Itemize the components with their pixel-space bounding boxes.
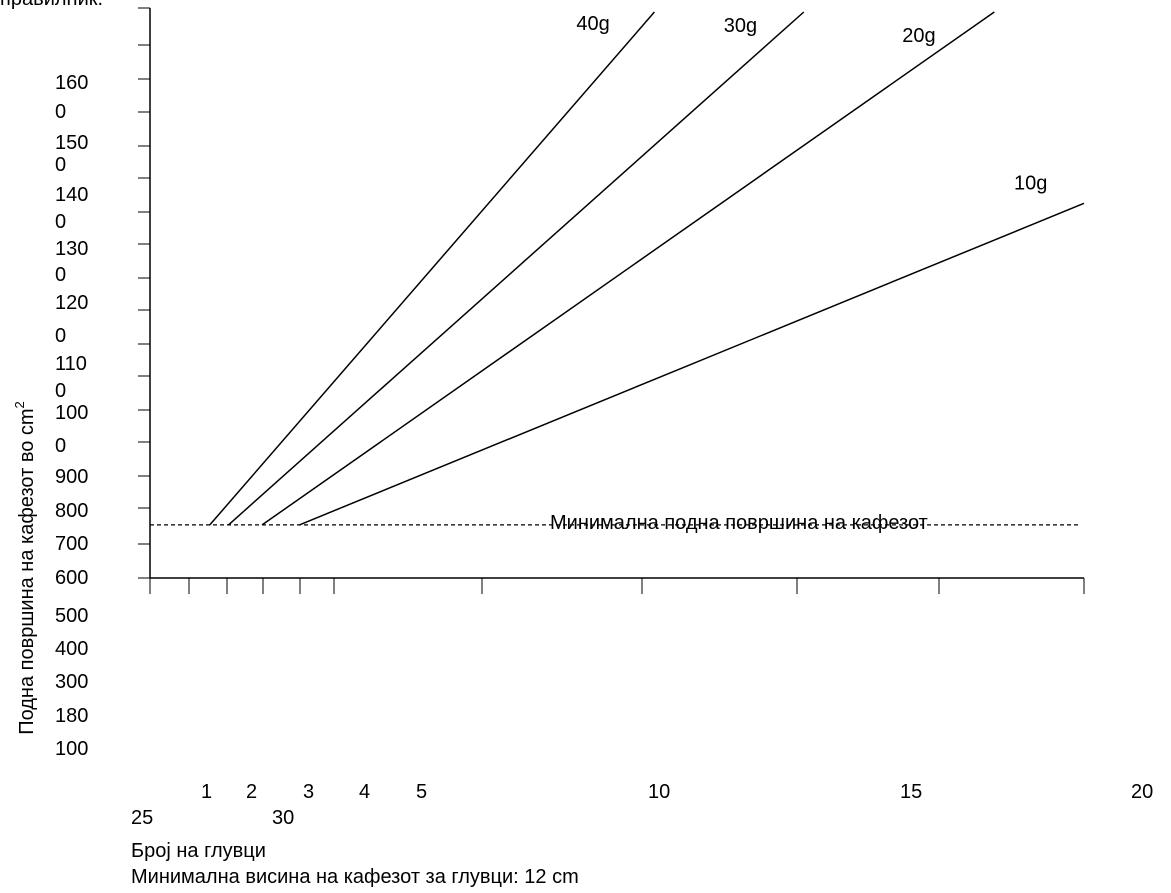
y-axis-title: Подна површина на кафезот во cm2 (12, 401, 38, 735)
cage-height-note: Минимална висина на кафезот за глувци: 1… (131, 866, 579, 888)
y-tick-label-5: 0 (55, 211, 66, 233)
y-tick-label-6: 130 (55, 238, 88, 260)
series-line-30g (228, 11, 805, 526)
y-tick-label-8: 120 (55, 292, 88, 314)
x-tick-label-6: 15 (900, 781, 922, 803)
series-line-20g (261, 11, 995, 526)
series-label-10g: 10g (1014, 172, 1047, 194)
y-tick-label-20: 300 (55, 671, 88, 693)
y-tick-label-7: 0 (55, 264, 66, 286)
series-labels: 40g 30g 20g 10g (576, 13, 1047, 194)
y-tick-label-0: 160 (55, 72, 88, 94)
x-tick-label-9: 30 (272, 807, 294, 829)
series-line-40g (209, 11, 655, 526)
series-label-30g: 30g (724, 15, 757, 37)
y-tick-label-21: 180 (55, 705, 88, 727)
y-axis-title-superscript: 2 (12, 401, 27, 408)
y-tick-label-16: 700 (55, 533, 88, 555)
header-fragment: правилник. (0, 0, 103, 10)
y-tick-label-13: 0 (55, 435, 66, 457)
y-tick-label-18: 500 (55, 605, 88, 627)
x-tick-label-1: 2 (246, 781, 257, 803)
axes (149, 8, 1084, 579)
y-tick-label-22: 100 (55, 738, 88, 760)
x-tick-label-7: 20 (1131, 781, 1153, 803)
y-tick-label-9: 0 (55, 325, 66, 347)
y-axis-title-text: Подна површина на кафезот во cm (16, 408, 38, 734)
series-label-20g: 20g (902, 25, 935, 47)
series-line-10g (299, 202, 1085, 526)
y-tick-label-12: 100 (55, 402, 88, 424)
x-tick-label-4: 5 (416, 781, 427, 803)
x-tick-label-2: 3 (303, 781, 314, 803)
y-tick-label-11: 0 (55, 380, 66, 402)
y-tick-label-19: 400 (55, 638, 88, 660)
y-tick-label-4: 140 (55, 184, 88, 206)
x-axis-title: Број на глувци (131, 840, 266, 862)
y-tick-label-15: 800 (55, 500, 88, 522)
x-tick-label-8: 25 (131, 807, 153, 829)
x-tick-label-5: 10 (648, 781, 670, 803)
y-ticks (138, 7, 150, 579)
x-tick-label-3: 4 (359, 781, 370, 803)
y-tick-label-1: 0 (55, 101, 66, 123)
series-lines (209, 11, 1085, 526)
x-tick-labels: 1 2 3 4 5 10 15 20 25 30 (131, 781, 1153, 829)
y-tick-label-17: 600 (55, 567, 88, 589)
y-tick-label-10: 110 (55, 353, 87, 375)
y-tick-labels: 1600150014001300120011001000900800700600… (55, 72, 88, 760)
y-tick-label-3: 0 (55, 154, 66, 176)
y-tick-label-2: 150 (55, 132, 88, 154)
series-label-40g: 40g (576, 13, 609, 35)
x-tick-label-0: 1 (201, 781, 212, 803)
y-tick-label-14: 900 (55, 466, 88, 488)
reference-line-label: Минимална подна површина на кафезот (550, 512, 928, 534)
x-ticks (149, 578, 1085, 594)
